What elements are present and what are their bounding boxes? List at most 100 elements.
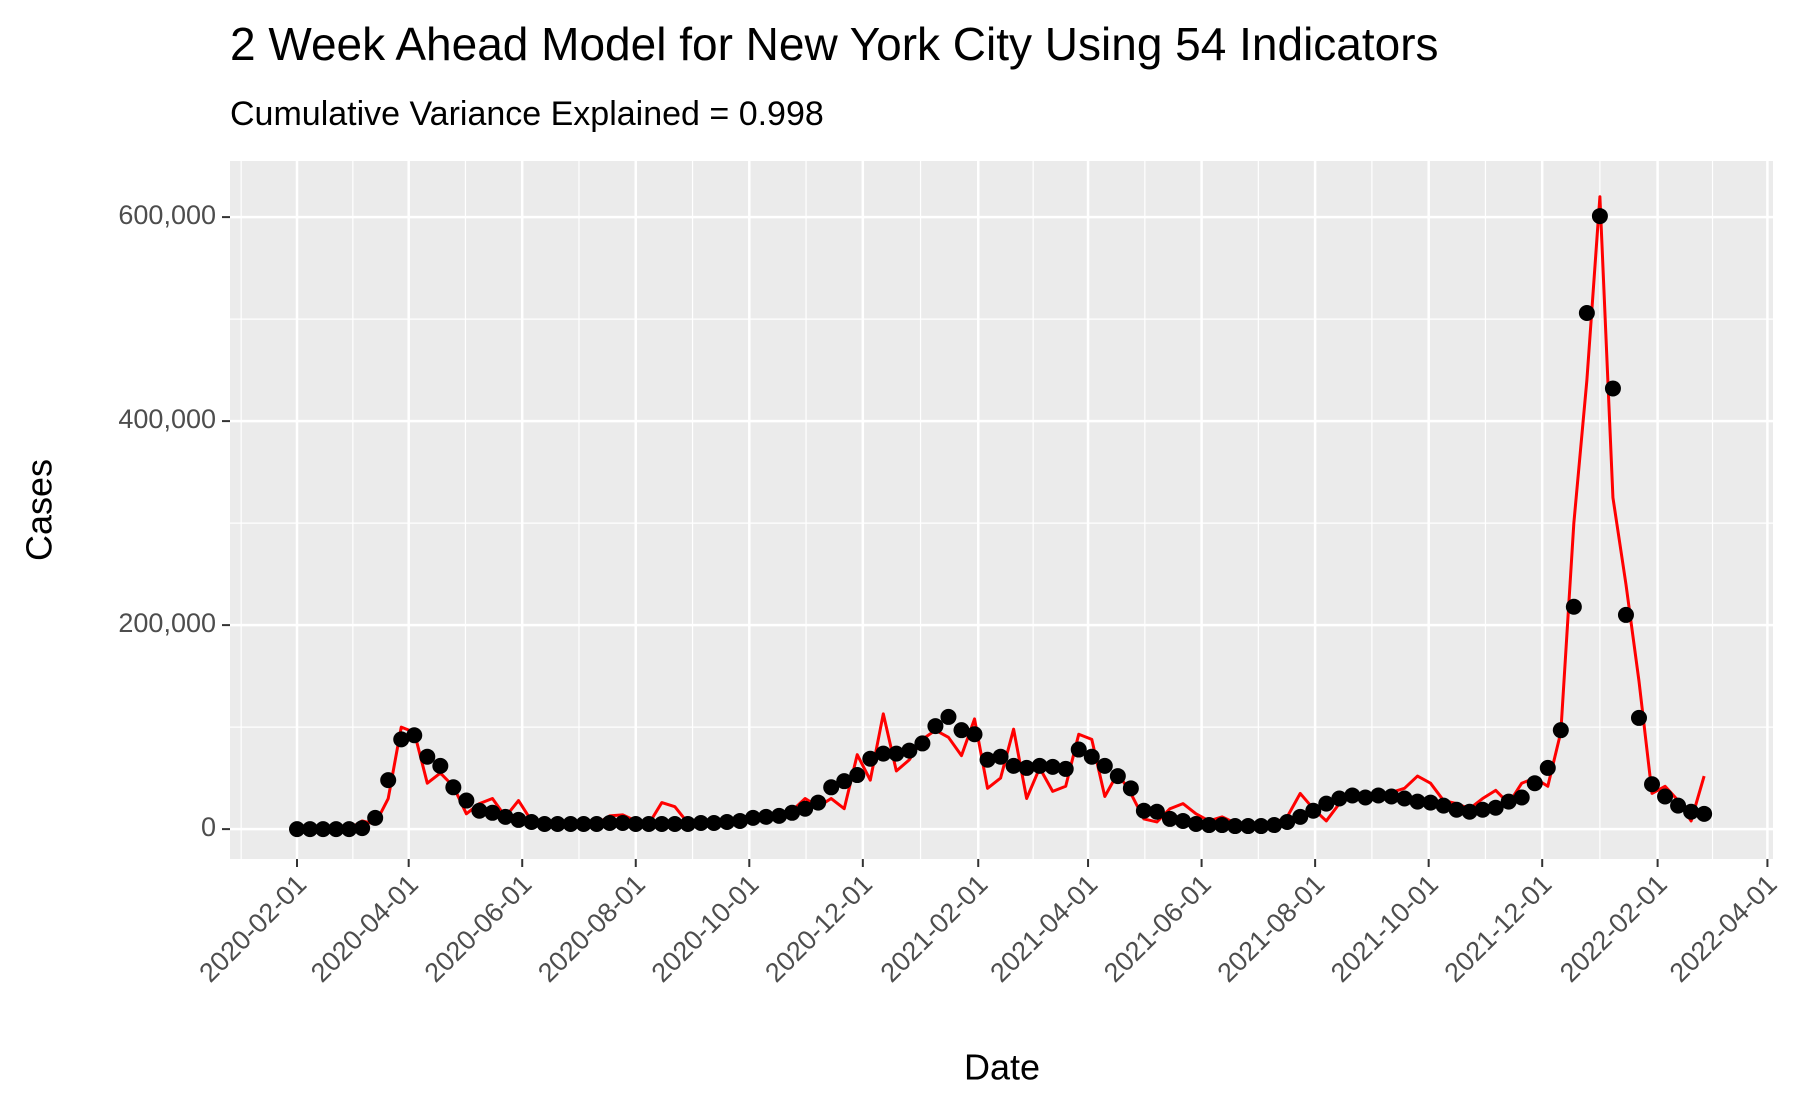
- observed-point: [823, 779, 840, 796]
- observed-point: [1383, 788, 1400, 805]
- observed-point: [1044, 758, 1061, 775]
- observed-point: [953, 722, 970, 739]
- observed-point: [1604, 380, 1621, 397]
- observed-point: [771, 807, 788, 824]
- observed-point: [1617, 606, 1634, 623]
- observed-point: [354, 820, 371, 837]
- observed-point: [1253, 818, 1270, 835]
- observed-point: [1005, 757, 1022, 774]
- observed-point: [1318, 795, 1335, 812]
- observed-point: [289, 821, 306, 838]
- observed-point: [1422, 794, 1439, 811]
- observed-point: [1526, 775, 1543, 792]
- x-tick-label: 2022-04-01: [1664, 869, 1783, 988]
- observed-point: [1305, 802, 1322, 819]
- observed-point: [758, 808, 775, 825]
- observed-point: [1292, 808, 1309, 825]
- observed-point: [367, 809, 384, 826]
- observed-point: [1357, 789, 1374, 806]
- observed-point: [1683, 803, 1700, 820]
- observed-point: [1174, 812, 1191, 829]
- x-tick-label: 2020-10-01: [646, 869, 765, 988]
- observed-point: [1513, 789, 1530, 806]
- observed-point: [497, 808, 514, 825]
- observed-point: [510, 811, 527, 828]
- observed-point: [1487, 799, 1504, 816]
- x-axis-title: Date: [964, 1047, 1040, 1088]
- observed-point: [315, 821, 332, 838]
- observed-point: [601, 814, 618, 831]
- observed-point: [718, 813, 735, 830]
- observed-point: [1135, 802, 1152, 819]
- observed-point: [393, 731, 410, 748]
- observed-point: [1214, 817, 1231, 834]
- observed-point: [1188, 816, 1205, 833]
- observed-point: [992, 748, 1009, 765]
- x-tick-label: 2021-10-01: [1325, 869, 1444, 988]
- observed-point: [328, 821, 345, 838]
- observed-point: [1500, 793, 1517, 810]
- observed-point: [1435, 797, 1452, 814]
- observed-point: [1591, 208, 1608, 225]
- observed-point: [653, 816, 670, 833]
- observed-point: [1565, 598, 1582, 615]
- observed-point: [1448, 801, 1465, 818]
- observed-point: [562, 816, 579, 833]
- observed-point: [927, 718, 944, 735]
- observed-point: [1148, 803, 1165, 820]
- observed-point: [523, 813, 540, 830]
- observed-point: [380, 772, 397, 789]
- observed-point: [1657, 788, 1674, 805]
- observed-point: [1696, 805, 1713, 822]
- observed-point: [575, 816, 592, 833]
- observed-point: [979, 751, 996, 768]
- observed-point: [1057, 760, 1074, 777]
- observed-point: [1031, 757, 1048, 774]
- x-tick-label: 2021-04-01: [984, 869, 1103, 988]
- observed-point: [1370, 787, 1387, 804]
- observed-point: [471, 802, 488, 819]
- observed-point: [901, 742, 918, 759]
- observed-point: [1409, 793, 1426, 810]
- observed-point: [1122, 780, 1139, 797]
- y-tick-label: 0: [201, 812, 216, 842]
- observed-point: [810, 794, 827, 811]
- observed-point: [1279, 813, 1296, 830]
- observed-point: [1552, 722, 1569, 739]
- observed-point: [836, 773, 853, 790]
- observed-point: [588, 816, 605, 833]
- observed-point: [1539, 759, 1556, 776]
- x-tick-label: 2020-12-01: [759, 869, 878, 988]
- observed-point: [1109, 768, 1126, 785]
- observed-point: [1201, 817, 1218, 834]
- y-tick-label: 200,000: [118, 608, 216, 638]
- observed-point: [341, 821, 358, 838]
- observed-point: [536, 816, 553, 833]
- observed-point: [1070, 741, 1087, 758]
- x-tick-label: 2022-02-01: [1554, 869, 1673, 988]
- plot-panel: [230, 161, 1773, 859]
- observed-point: [640, 816, 657, 833]
- observed-point: [797, 800, 814, 817]
- observed-point: [875, 745, 892, 762]
- observed-point: [692, 814, 709, 831]
- observed-point: [745, 809, 762, 826]
- y-axis-title: Cases: [19, 459, 60, 561]
- chart-subtitle: Cumulative Variance Explained = 0.998: [230, 95, 824, 133]
- observed-point: [445, 779, 462, 796]
- observed-point: [1396, 790, 1413, 807]
- observed-point: [888, 745, 905, 762]
- observed-point: [1474, 801, 1491, 818]
- observed-point: [432, 757, 449, 774]
- observed-point: [784, 804, 801, 821]
- x-tick-label: 2020-08-01: [532, 869, 651, 988]
- observed-point: [1096, 757, 1113, 774]
- observed-point: [705, 814, 722, 831]
- observed-point: [940, 708, 957, 725]
- observed-point: [966, 726, 983, 743]
- observed-point: [731, 812, 748, 829]
- x-tick-label: 2020-06-01: [419, 869, 538, 988]
- x-tick-label: 2021-06-01: [1098, 869, 1217, 988]
- observed-point: [1578, 304, 1595, 321]
